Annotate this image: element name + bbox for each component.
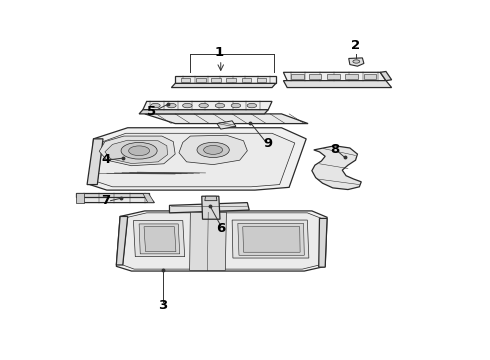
Text: 9: 9 (264, 137, 273, 150)
Polygon shape (327, 74, 340, 79)
Polygon shape (202, 196, 220, 219)
Polygon shape (291, 74, 303, 79)
Polygon shape (116, 211, 327, 271)
Polygon shape (90, 128, 306, 190)
Ellipse shape (247, 103, 257, 108)
Polygon shape (309, 74, 321, 79)
Polygon shape (144, 227, 176, 252)
Text: 2: 2 (351, 39, 360, 51)
Polygon shape (143, 193, 154, 203)
Polygon shape (87, 139, 103, 185)
Ellipse shape (231, 103, 241, 108)
Polygon shape (283, 81, 392, 87)
Text: 6: 6 (216, 222, 225, 235)
Polygon shape (98, 133, 295, 187)
Ellipse shape (197, 142, 229, 158)
Polygon shape (123, 213, 321, 269)
Polygon shape (181, 77, 190, 82)
Polygon shape (105, 140, 168, 163)
Polygon shape (116, 216, 128, 265)
Polygon shape (145, 114, 308, 123)
Polygon shape (170, 203, 249, 213)
Text: 8: 8 (330, 143, 339, 156)
Polygon shape (283, 72, 386, 81)
Text: 1: 1 (214, 46, 223, 59)
Polygon shape (76, 193, 148, 197)
Polygon shape (257, 77, 267, 82)
Polygon shape (318, 219, 327, 267)
Ellipse shape (215, 103, 225, 108)
Polygon shape (345, 74, 358, 79)
Ellipse shape (183, 103, 192, 108)
Polygon shape (242, 77, 251, 82)
Polygon shape (99, 136, 175, 166)
Ellipse shape (204, 145, 222, 154)
Ellipse shape (199, 103, 208, 108)
Polygon shape (76, 197, 154, 203)
Polygon shape (172, 84, 276, 87)
Text: 4: 4 (101, 153, 111, 166)
Text: 5: 5 (147, 105, 156, 118)
Text: 7: 7 (101, 194, 111, 207)
Ellipse shape (121, 143, 157, 159)
Polygon shape (175, 76, 276, 84)
Polygon shape (217, 121, 236, 129)
Polygon shape (238, 223, 304, 255)
Polygon shape (211, 77, 220, 82)
Polygon shape (243, 227, 300, 252)
Polygon shape (226, 77, 236, 82)
Polygon shape (205, 196, 217, 201)
Polygon shape (364, 74, 376, 79)
Ellipse shape (129, 146, 149, 156)
Polygon shape (139, 224, 180, 254)
Ellipse shape (167, 103, 176, 108)
Ellipse shape (353, 60, 360, 63)
Polygon shape (349, 58, 364, 66)
Ellipse shape (151, 103, 160, 108)
Polygon shape (133, 221, 185, 257)
Polygon shape (380, 72, 392, 81)
Polygon shape (190, 212, 226, 270)
Text: 3: 3 (158, 299, 168, 312)
Polygon shape (179, 135, 247, 165)
Polygon shape (76, 193, 84, 203)
Polygon shape (196, 77, 206, 82)
Polygon shape (139, 110, 268, 114)
Polygon shape (143, 102, 272, 110)
Polygon shape (232, 220, 309, 258)
Polygon shape (312, 146, 361, 190)
